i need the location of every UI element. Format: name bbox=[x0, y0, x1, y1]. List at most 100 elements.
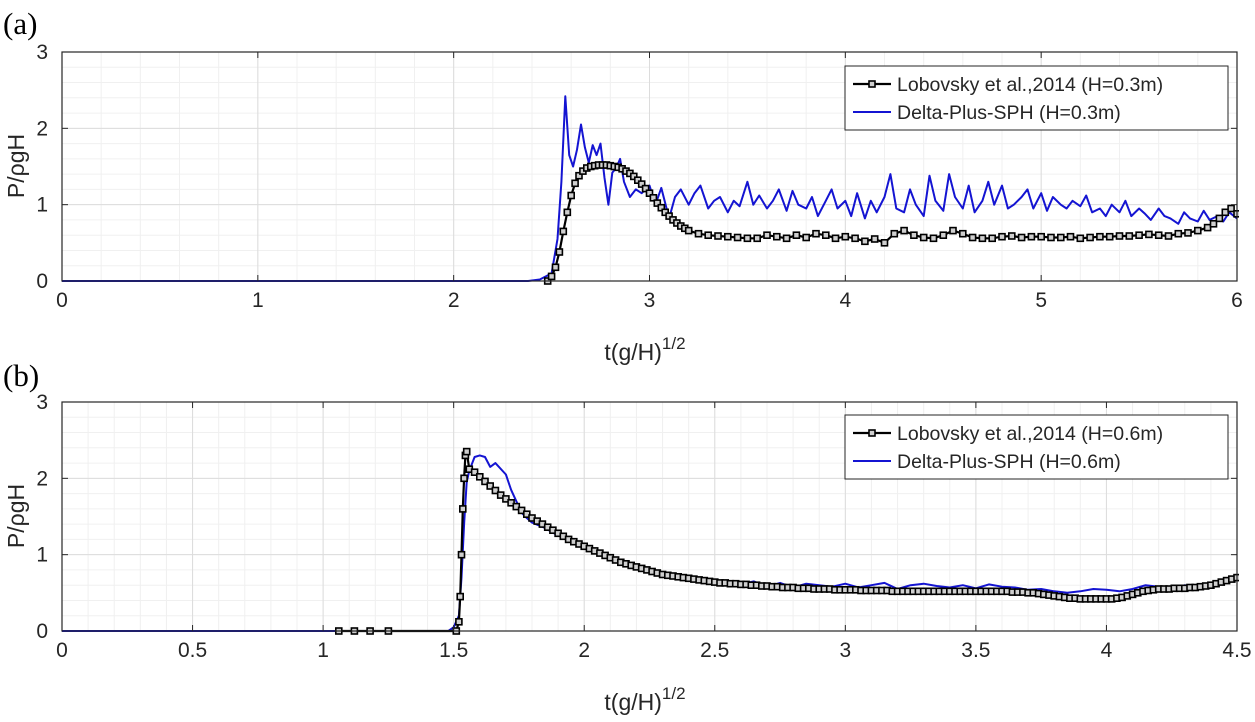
legend-entry: Lobovsky et al.,2014 (H=0.3m) bbox=[853, 74, 1163, 96]
legend-entry: Delta-Plus-SPH (H=0.3m) bbox=[853, 102, 1121, 124]
legend-marker bbox=[868, 429, 876, 437]
legend-marker bbox=[868, 80, 876, 88]
data-point bbox=[1215, 214, 1224, 223]
data-point bbox=[547, 272, 556, 281]
data-point bbox=[1047, 233, 1055, 242]
data-point bbox=[821, 231, 830, 239]
data-point bbox=[988, 234, 997, 243]
data-point bbox=[1184, 229, 1192, 237]
data-point bbox=[1174, 229, 1183, 238]
data-point bbox=[958, 229, 967, 238]
data-point bbox=[949, 226, 957, 235]
data-point bbox=[661, 208, 670, 217]
data-point bbox=[998, 232, 1006, 241]
y-axis-label: P/ρgH bbox=[3, 484, 29, 548]
legend-label: Delta-Plus-SPH (H=0.6m) bbox=[897, 451, 1121, 473]
legend-label: Delta-Plus-SPH (H=0.3m) bbox=[897, 102, 1121, 124]
data-point bbox=[457, 550, 466, 559]
x-tick-label: 2 bbox=[448, 289, 460, 312]
data-point bbox=[890, 229, 899, 238]
data-point bbox=[517, 506, 526, 515]
data-point bbox=[470, 468, 479, 477]
data-point bbox=[1007, 232, 1016, 240]
legend-box bbox=[844, 65, 1229, 131]
y-tick-label: 3 bbox=[36, 41, 48, 64]
data-point bbox=[1057, 233, 1065, 242]
x-tick-label: 4 bbox=[839, 289, 851, 312]
data-point bbox=[802, 233, 811, 242]
data-point bbox=[629, 172, 638, 181]
data-point bbox=[462, 447, 471, 456]
data-point bbox=[1066, 232, 1075, 241]
y-tick-label: 3 bbox=[36, 391, 48, 414]
data-point bbox=[455, 617, 463, 626]
x-axis-label: t(g/H)1/2 bbox=[604, 334, 685, 365]
x-tick-label: 0 bbox=[56, 289, 68, 312]
data-point bbox=[645, 189, 654, 197]
data-point bbox=[919, 233, 928, 242]
data-point bbox=[1037, 232, 1045, 241]
x-tick-label: 0.5 bbox=[178, 639, 207, 662]
data-point bbox=[733, 233, 742, 242]
x-tick-label: 1 bbox=[317, 639, 329, 662]
legend-box bbox=[844, 414, 1229, 480]
data-point bbox=[694, 229, 703, 238]
data-point bbox=[649, 194, 658, 202]
data-point bbox=[1203, 223, 1212, 232]
data-point bbox=[1115, 232, 1124, 240]
data-point bbox=[1135, 231, 1143, 239]
x-tick-label: 2 bbox=[578, 639, 590, 662]
legend-entry: Delta-Plus-SPH (H=0.6m) bbox=[853, 451, 1121, 473]
y-tick-label: 1 bbox=[36, 544, 48, 567]
x-tick-label: 5 bbox=[1035, 289, 1047, 312]
data-point bbox=[491, 486, 500, 495]
data-point bbox=[841, 232, 850, 241]
data-point bbox=[1145, 230, 1153, 239]
y-tick-label: 2 bbox=[36, 117, 48, 140]
data-point bbox=[704, 231, 713, 239]
data-point bbox=[772, 232, 781, 241]
data-point bbox=[637, 180, 646, 188]
x-tick-label: 2.5 bbox=[700, 639, 729, 662]
data-point bbox=[1125, 232, 1134, 240]
data-point bbox=[641, 184, 650, 193]
panel-a: 0 1 2 3 4 5 6 0 1 2 3 t(g/H)1/2 P/ρgH (a) Lobovsky et … bbox=[3, 6, 1243, 365]
data-point bbox=[1209, 220, 1218, 228]
data-point bbox=[633, 176, 642, 184]
legend-label: Lobovsky et al.,2014 (H=0.6m) bbox=[897, 423, 1163, 445]
data-point bbox=[507, 498, 515, 507]
data-point bbox=[939, 231, 948, 239]
data-point bbox=[458, 505, 467, 513]
y-tick-label: 0 bbox=[36, 270, 48, 293]
data-point bbox=[753, 234, 762, 243]
x-tick-label: 1.5 bbox=[439, 639, 468, 662]
data-point bbox=[460, 474, 468, 483]
data-point bbox=[1017, 233, 1026, 242]
x-tick-label: 3.5 bbox=[961, 639, 990, 662]
legend: Lobovsky et al.,2014 (H=0.6m) Delta-Plus-… bbox=[844, 414, 1229, 480]
data-point bbox=[571, 179, 579, 188]
data-point bbox=[880, 239, 889, 247]
data-point bbox=[684, 226, 693, 235]
data-point bbox=[870, 235, 879, 243]
series-experiment bbox=[543, 161, 1239, 285]
data-point bbox=[1154, 231, 1163, 239]
x-axis-label: t(g/H)1/2 bbox=[604, 684, 685, 715]
y-tick-label: 0 bbox=[36, 620, 48, 643]
data-point bbox=[831, 234, 840, 243]
data-point bbox=[1105, 232, 1114, 241]
x-tick-label: 4 bbox=[1101, 639, 1113, 662]
y-tick-label: 1 bbox=[36, 194, 48, 217]
legend: Lobovsky et al.,2014 (H=0.3m) Delta-Plus-… bbox=[844, 65, 1229, 131]
data-point bbox=[653, 199, 662, 207]
x-tick-label: 3 bbox=[644, 289, 656, 312]
data-point bbox=[1164, 232, 1173, 240]
x-axis-label-base: t(g/H) bbox=[604, 689, 662, 715]
data-point bbox=[1227, 204, 1235, 213]
data-point bbox=[763, 231, 771, 239]
x-tick-label: 4.5 bbox=[1222, 639, 1251, 662]
data-point bbox=[551, 263, 560, 272]
legend-label: Lobovsky et al.,2014 (H=0.3m) bbox=[897, 74, 1163, 96]
data-point bbox=[929, 234, 938, 243]
